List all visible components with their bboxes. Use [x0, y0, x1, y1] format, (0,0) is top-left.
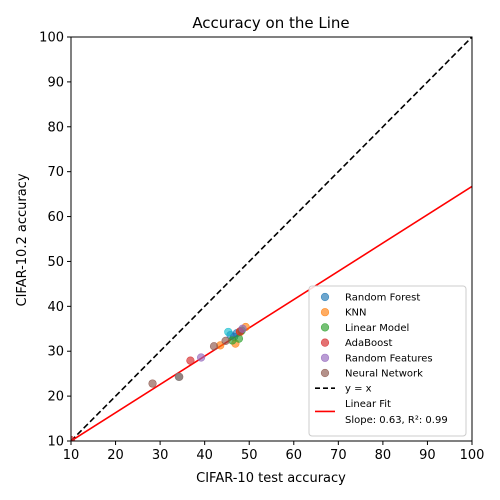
- legend-label-neural-network: Neural Network: [345, 369, 423, 380]
- legend-label-adaboost: AdaBoost: [345, 338, 392, 349]
- x-tick-label: 30: [152, 448, 169, 463]
- legend-label-linear-fit: Linear Fit: [345, 399, 391, 410]
- legend-label-knn: KNN: [345, 308, 367, 319]
- linear-fit-line: [71, 185, 472, 441]
- legend-marker-adaboost: [320, 338, 330, 347]
- y-tick-label: 10: [47, 435, 64, 450]
- legend-label-random-forest: Random Forest: [345, 293, 420, 304]
- scatter-point-series-7-0: [174, 372, 183, 381]
- reference-line-y-equals-x: [71, 37, 472, 441]
- legend-marker-knn: [320, 308, 330, 317]
- y-tick-label: 50: [47, 255, 64, 270]
- scatter-point-neural-network-3: [221, 336, 230, 345]
- x-tick-label: 10: [63, 448, 80, 463]
- legend-label-y-equals-x: y = x: [345, 384, 372, 395]
- legend-label-linear-model: Linear Model: [345, 323, 409, 334]
- legend-label-random-features: Random Features: [345, 353, 433, 364]
- legend-marker-neural-network: [320, 368, 330, 378]
- scatter-point-series-6-0: [224, 327, 233, 337]
- legend-box: [308, 285, 467, 437]
- y-tick-label: 60: [47, 210, 64, 225]
- y-tick-label: 20: [47, 390, 64, 405]
- scatter-point-random-features-0: [197, 353, 206, 362]
- legend-marker-random-features: [320, 353, 330, 362]
- scatter-point-linear-model-1: [234, 334, 244, 343]
- x-tick-label: 20: [107, 448, 124, 463]
- y-tick-label: 70: [47, 165, 64, 180]
- x-tick-label: 100: [460, 448, 485, 463]
- y-tick-label: 90: [47, 75, 64, 90]
- y-axis-label: CIFAR-10.2 accuracy: [15, 173, 30, 306]
- legend: Random Forest KNN Linear Model AdaBoost Rand…: [308, 285, 467, 437]
- legend-label-fit-annotation: Slope: 0.63, R²: 0.99: [345, 415, 448, 426]
- x-tick-label: 40: [196, 448, 213, 463]
- y-tick-label: 80: [47, 120, 64, 135]
- x-tick-label: 90: [419, 448, 436, 463]
- chart-title: Accuracy on the Line: [192, 14, 349, 32]
- x-tick-label: 70: [330, 448, 347, 463]
- scatter-point-random-features-1: [238, 324, 247, 333]
- legend-marker-random-forest: [320, 292, 330, 302]
- y-tick-label: 40: [47, 300, 64, 315]
- x-axis-label: CIFAR-10 test accuracy: [196, 471, 346, 486]
- scatter-point-adaboost-1: [186, 356, 195, 365]
- y-tick-label: 100: [39, 31, 64, 46]
- scatter-point-neural-network-2: [209, 342, 219, 351]
- scatter-point-neural-network-0: [148, 379, 157, 388]
- plot-area: 10 20 30 40 50 60 70 80 90 100 10 20 30 40 50 60 70 80 90 1…: [39, 31, 484, 464]
- y-tick-label: 30: [47, 345, 64, 360]
- data-group: [71, 37, 472, 441]
- x-tick-label: 60: [286, 448, 303, 463]
- x-tick-label: 50: [241, 448, 258, 463]
- plot-frame: [70, 36, 473, 442]
- scatter-point-adaboost-0: [71, 436, 76, 441]
- x-tick-label: 80: [375, 448, 392, 463]
- legend-marker-linear-model: [320, 323, 330, 332]
